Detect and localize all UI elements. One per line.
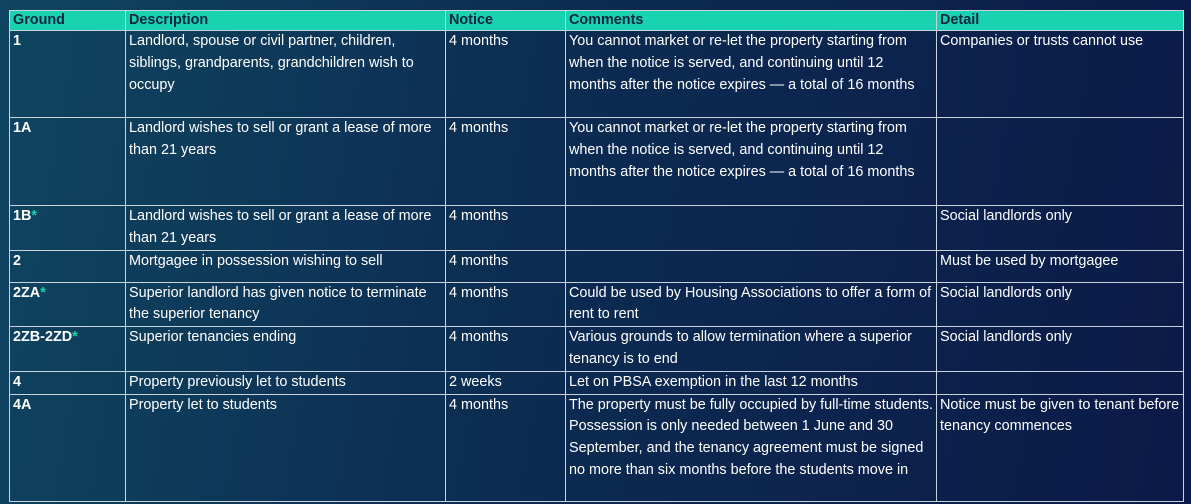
table-row: 4A Property let to students 4 months The pr… [9,393,1184,502]
grounds-table: Ground Description Notice Comments Detail 1 L… [9,10,1184,502]
ground-cell: 2ZB-2ZD* [9,326,126,372]
comments-text: Various grounds to allow termination whe… [569,329,912,367]
table-row: 4 Property previously let to students 2 we… [9,370,1184,395]
detail-text: Companies or trusts cannot use [940,33,1144,49]
table-row: 1 Landlord, spouse or civil partner, chil… [9,30,1184,118]
detail-cell: Must be used by mortgagee [936,249,1184,283]
table-row: 2ZB-2ZD* Superior tenancies ending 4 month… [9,326,1184,372]
notice-text: 4 months [449,284,509,301]
notice-cell: 4 months [445,30,566,118]
detail-text: Must be used by mortgagee [940,252,1119,269]
header-row: Ground Description Notice Comments Detail [9,10,1184,31]
ground-text: 4A [13,396,32,413]
description-text: Mortgagee in possession wishing to sell [129,252,383,269]
table-row: 1A Landlord wishes to sell or grant a lea… [9,117,1184,206]
ground-cell: 1 [9,30,126,118]
notice-cell: 4 months [445,393,566,502]
column-header: Detail [936,10,1184,31]
notice-text: 4 months [449,208,509,224]
description-cell: Property let to students [125,393,446,502]
notice-cell: 4 months [445,326,566,372]
description-text: Property let to students [129,396,277,413]
notice-text: 4 months [449,329,509,346]
comments-cell: Could be used by Housing Associations to… [565,281,937,328]
detail-cell [936,117,1184,206]
marker: * [31,208,38,224]
comments-text: You cannot market or re-let the property… [569,120,915,180]
comments-text: Let on PBSA exemption in the last 12 mon… [569,373,858,390]
table-row: 2 Mortgagee in possession wishing to sell… [9,249,1184,283]
description-cell: Landlord wishes to sell or grant a lease… [125,117,446,206]
ground-cell: 1B* [9,205,126,251]
detail-text: Social landlords only [940,208,1072,224]
description-text: Superior tenancies ending [129,329,297,346]
detail-cell: Social landlords only [936,326,1184,372]
ground-cell: 2 [9,249,126,283]
description-text: Landlord wishes to sell or grant a lease… [129,120,432,158]
ground-cell: 4A [9,393,126,502]
notice-text: 4 months [449,396,509,413]
description-cell: Superior tenancies ending [125,326,446,372]
ground-text: 4 [13,373,22,390]
detail-cell: Social landlords only [936,205,1184,251]
notice-text: 2 weeks [449,373,502,390]
description-cell: Property previously let to students [125,370,446,395]
comments-cell: The property must be fully occupied by f… [565,393,937,502]
description-text: Superior landlord has given notice to te… [129,284,427,323]
column-header: Description [125,10,446,31]
ground-text: 2 [13,252,22,269]
notice-cell: 4 months [445,249,566,283]
ground-cell: 4 [9,370,126,395]
ground-text: 1 [13,33,22,49]
comments-cell [565,249,937,283]
notice-text: 4 months [449,120,509,136]
comments-cell: Various grounds to allow termination whe… [565,326,937,372]
notice-text: 4 months [449,252,509,269]
table-row: 2ZA* Superior landlord has given notice t… [9,281,1184,328]
detail-text: Social landlords only [940,329,1072,346]
column-header: Notice [445,10,566,31]
detail-cell [936,370,1184,395]
notice-text: 4 months [449,33,509,49]
comments-text: Could be used by Housing Associations to… [569,284,932,323]
detail-cell: Notice must be given to tenant before te… [936,393,1184,502]
notice-cell: 4 months [445,281,566,328]
description-cell: Landlord wishes to sell or grant a lease… [125,205,446,251]
comments-cell: You cannot market or re-let the property… [565,117,937,206]
marker: * [40,284,46,301]
notice-cell: 4 months [445,117,566,206]
detail-cell: Companies or trusts cannot use [936,30,1184,118]
ground-text: 1B [13,208,32,224]
ground-cell: 1A [9,117,126,206]
comments-cell: You cannot market or re-let the property… [565,30,937,118]
comments-text: The property must be fully occupied by f… [569,396,933,478]
ground-cell: 2ZA* [9,281,126,328]
comments-text: You cannot market or re-let the property… [569,33,915,93]
notice-cell: 4 months [445,205,566,251]
description-cell: Landlord, spouse or civil partner, child… [125,30,446,118]
detail-text: Social landlords only [940,284,1072,301]
notice-cell: 2 weeks [445,370,566,395]
description-text: Landlord wishes to sell or grant a lease… [129,208,432,246]
description-text: Property previously let to students [129,373,346,390]
description-cell: Mortgagee in possession wishing to sell [125,249,446,283]
description-cell: Superior landlord has given notice to te… [125,281,446,328]
ground-text: 2ZB-2ZD [13,329,73,346]
detail-cell: Social landlords only [936,281,1184,328]
marker: * [72,329,78,346]
column-header: Ground [9,10,126,31]
description-text: Landlord, spouse or civil partner, child… [129,33,414,93]
detail-text: Notice must be given to tenant before te… [940,396,1180,435]
ground-text: 1A [13,120,32,136]
comments-cell: Let on PBSA exemption in the last 12 mon… [565,370,937,395]
comments-cell [565,205,937,251]
table-row: 1B* Landlord wishes to sell or grant a le… [9,205,1184,251]
ground-text: 2ZA [13,284,41,301]
column-header: Comments [565,10,937,31]
